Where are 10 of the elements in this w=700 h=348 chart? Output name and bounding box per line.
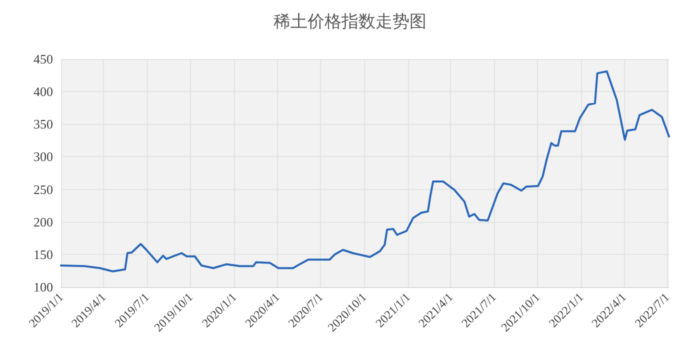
y-tick-label: 400 <box>34 84 53 100</box>
y-tick-label: 350 <box>34 116 53 132</box>
line-series <box>60 70 670 272</box>
y-tick-label: 200 <box>34 214 53 230</box>
y-tick-label: 100 <box>34 280 53 294</box>
y-tick-label: 450 <box>34 52 53 66</box>
chart-title: 稀土价格指数走势图 <box>274 12 426 31</box>
y-tick-label: 300 <box>34 149 53 164</box>
y-tick-label: 150 <box>34 246 53 262</box>
y-tick-label: 250 <box>34 182 53 197</box>
